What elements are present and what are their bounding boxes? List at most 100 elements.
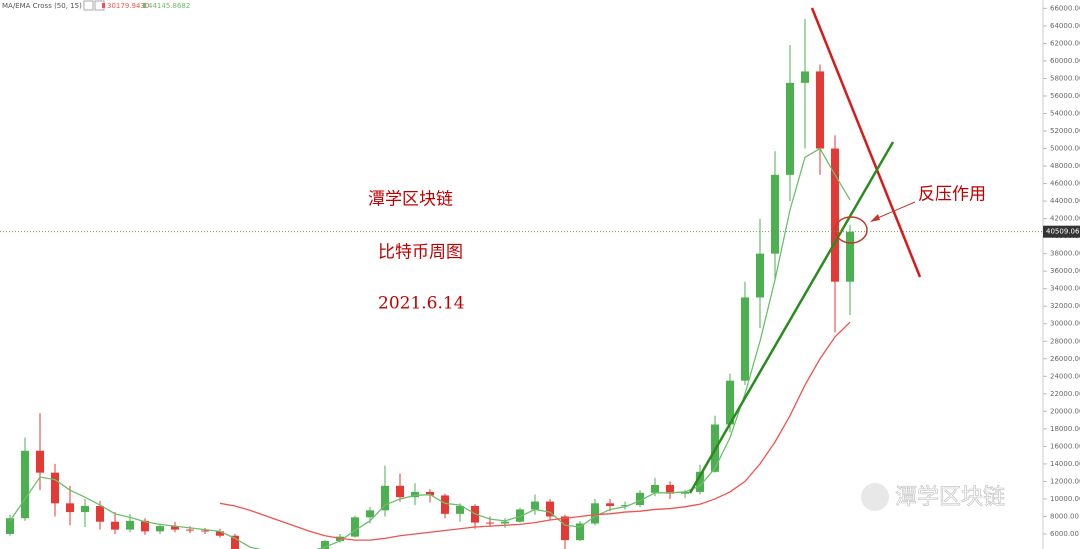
candle-body [771,174,779,254]
y-tick-label: 28000.00 [1050,337,1080,345]
candle-body [6,518,14,534]
header-value-swatch [143,3,146,8]
candle-body [141,520,149,532]
candle-body [696,471,704,492]
watermark-icon [861,483,889,511]
indicator-title: MA/EMA Cross (50, 15) [2,2,82,10]
candle-body [741,297,749,381]
candle-body [486,522,494,524]
candle-body [831,148,839,282]
candle-body [51,472,59,504]
candle-body [426,491,434,496]
candle-body [681,491,689,494]
y-tick-label: 56000.00 [1050,92,1080,100]
candle-body [21,450,29,519]
y-tick-label: 48000.00 [1050,162,1080,170]
candle-body [801,71,809,83]
candle-body [666,484,674,494]
candle-body [36,450,44,473]
candle-body [621,505,629,507]
candle-body [846,231,854,282]
last-price-label: 40509.06 [1046,228,1080,236]
y-tick-label: 60000.00 [1050,57,1080,65]
annotation: 潭学区块链 [368,190,453,210]
candle-body [366,510,374,518]
y-tick-label: 26000.00 [1050,355,1080,363]
ma-line [219,321,851,541]
candle-body [96,505,104,522]
y-tick-label: 30000.00 [1050,320,1080,328]
highlight-circle [834,216,868,244]
icon-eye[interactable] [83,0,94,11]
resistance-line [810,7,922,278]
y-tick-label: 20000.00 [1050,407,1080,415]
candle-body [786,82,794,175]
candle-body [111,521,119,530]
y-tick-label: 10000.00 [1050,495,1080,503]
last-price-box [1043,225,1080,238]
arrow-head [870,214,880,222]
y-tick-label: 44000.00 [1050,197,1080,205]
candle-body [816,71,824,149]
candle-body [501,521,509,524]
y-tick-label: 18000.00 [1050,425,1080,433]
y-tick-label: 52000.00 [1050,127,1080,135]
candle-body [351,517,359,537]
candle-body [381,485,389,511]
candle-body [561,516,569,541]
y-tick-label: 34000.00 [1050,285,1080,293]
annotation: 反压作用 [918,185,986,205]
y-tick-label: 54000.00 [1050,110,1080,118]
candle-body [396,485,404,498]
watermark: 潭学区块链 [895,485,1005,510]
candle-body [606,503,614,506]
y-tick-label: 38000.00 [1050,250,1080,258]
candle-body [156,526,164,532]
candle-body [186,529,194,531]
candle-body [516,509,524,522]
candle-body [81,505,89,513]
candle-body [441,495,449,514]
candle-body [171,526,179,530]
candle-body [126,520,134,530]
candle-body [456,505,464,514]
y-tick-label: 66000.00 [1050,4,1080,12]
y-tick-label: 24000.00 [1050,372,1080,380]
candle-body [201,530,209,532]
candle-body [321,540,329,549]
header-value: 30179.9430 [107,2,149,10]
y-tick-label: 62000.00 [1050,39,1080,47]
candle-body [726,380,734,425]
candle-body [756,253,764,298]
candle-body [66,503,74,513]
arrow-line [872,201,916,221]
header-value: 44145.8682 [148,2,190,10]
candle-body [651,484,659,493]
y-tick-label: 64000.00 [1050,22,1080,30]
y-tick-label: 16000.00 [1050,442,1080,450]
candle-body [531,501,539,510]
support-line [688,141,895,494]
candle-body [591,503,599,524]
y-tick-label: 8000.00 [1050,512,1079,520]
header-value-swatch [102,3,105,8]
y-tick-label: 32000.00 [1050,302,1080,310]
y-tick-label: 46000.00 [1050,180,1080,188]
y-tick-label: 12000.00 [1050,477,1080,485]
plot-area [6,18,854,549]
annotation: 2021.6.14 [378,294,465,314]
y-tick-label: 58000.00 [1050,74,1080,82]
y-tick-label: 14000.00 [1050,460,1080,468]
candle-body [576,523,584,541]
candle-body [411,491,419,498]
candle-body [216,531,224,536]
candle-body [636,492,644,506]
y-tick-label: 6000.00 [1050,530,1079,538]
y-tick-label: 36000.00 [1050,267,1080,275]
ma-line [9,147,851,549]
candle-body [546,501,554,517]
y-tick-label: 50000.00 [1050,145,1080,153]
annotation: 比特币周图 [378,243,463,263]
